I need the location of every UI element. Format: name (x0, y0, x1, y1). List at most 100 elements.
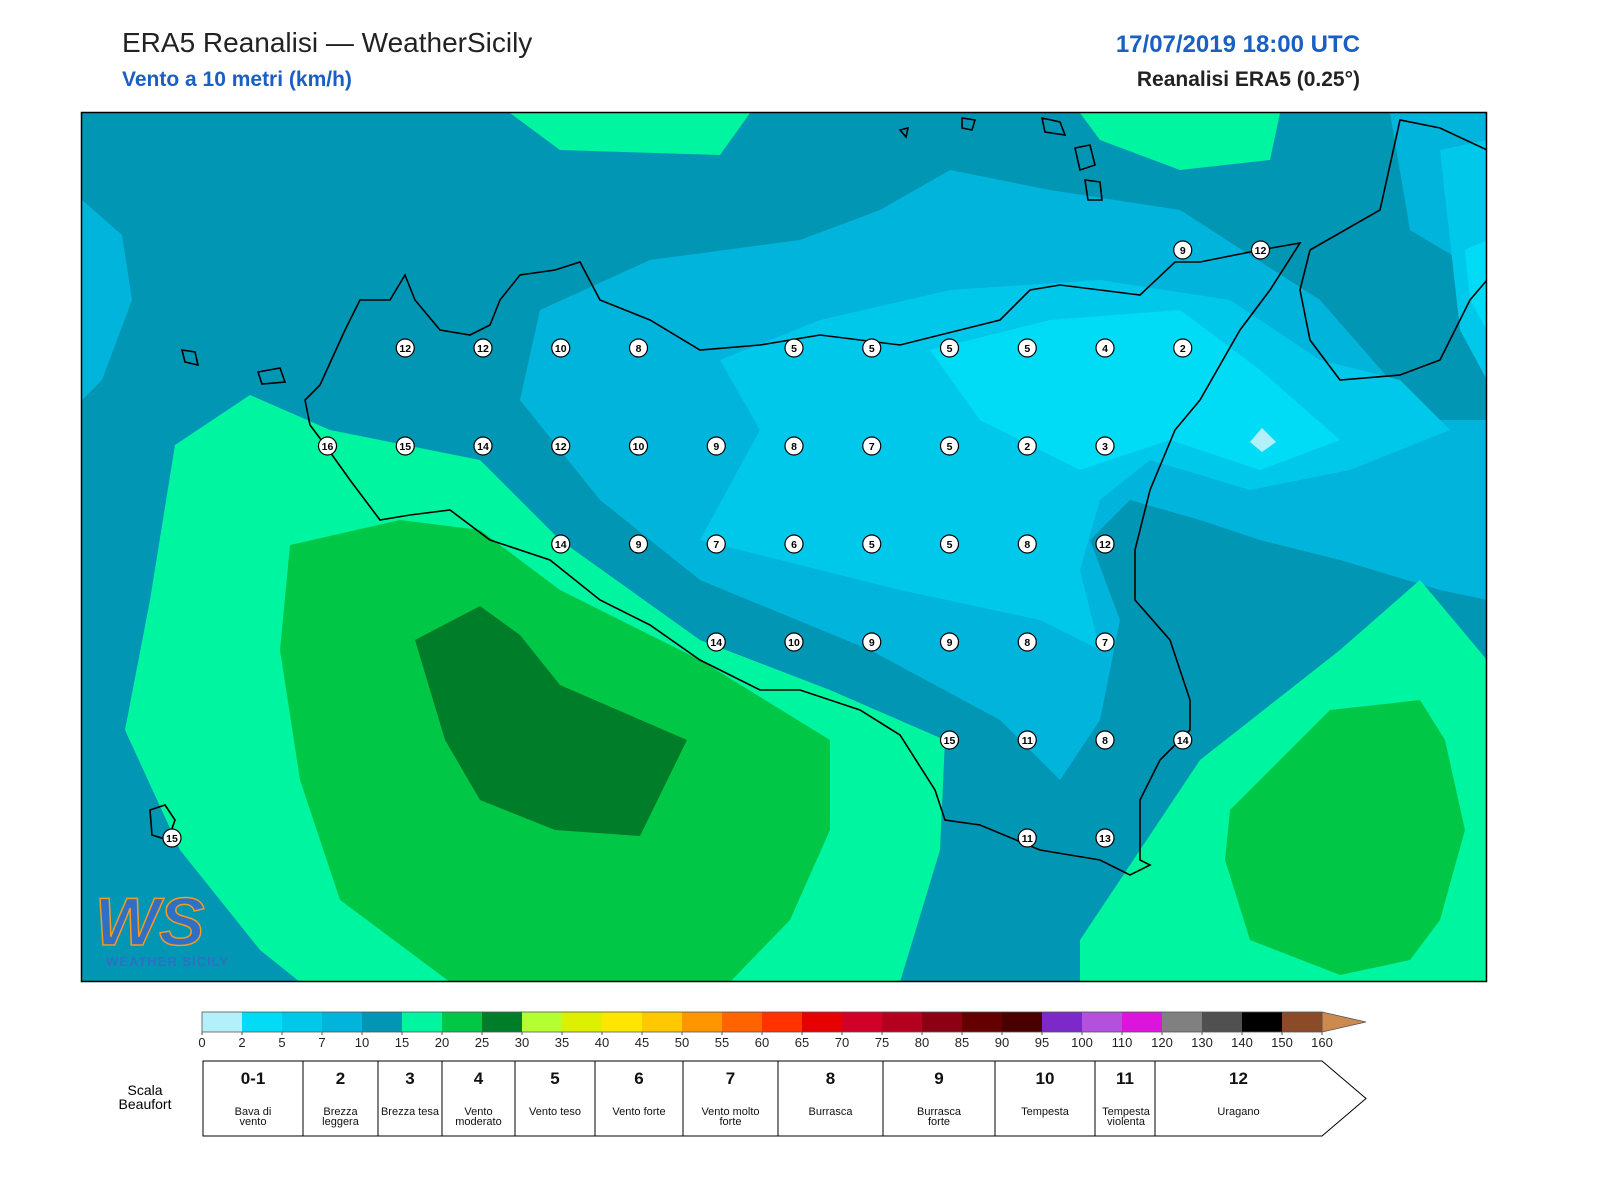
colorbar-segment (202, 1012, 242, 1032)
colorbar-segment (562, 1012, 602, 1032)
wind-value: 14 (710, 637, 722, 649)
wind-value: 7 (713, 539, 719, 551)
wind-value: 2 (1024, 441, 1030, 453)
wind-marker (784, 632, 804, 652)
colorbar-tick-label: 130 (1191, 1035, 1213, 1050)
wind-value: 15 (166, 833, 178, 845)
wind-value: 9 (869, 637, 875, 649)
wind-marker (1173, 338, 1193, 358)
colorbar-tick-label: 120 (1151, 1035, 1173, 1050)
beaufort-description: Uragano (1217, 1106, 1260, 1118)
colorbar-segment (522, 1012, 562, 1032)
wind-marker (1095, 534, 1115, 554)
wind-value: 9 (636, 539, 642, 551)
wind-marker (1095, 730, 1115, 750)
wind-value: 6 (791, 539, 797, 551)
contour (1250, 428, 1276, 452)
beaufort-level: 2 Brezza leggera (303, 1061, 378, 1128)
wind-marker (473, 436, 493, 456)
wind-marker (1095, 632, 1115, 652)
wind-marker (706, 534, 726, 554)
wind-value: 14 (555, 539, 567, 551)
wind-value: 5 (869, 343, 875, 355)
wind-marker (1095, 828, 1115, 848)
wind-value: 16 (322, 441, 334, 453)
wind-marker (1173, 730, 1193, 750)
beaufort-level: 7 Vento molto forte (683, 1061, 778, 1128)
wind-value: 3 (1102, 441, 1108, 453)
wind-marker (862, 338, 882, 358)
colorbar-segment (322, 1012, 362, 1032)
coastline (149, 116, 1486, 876)
wind-marker (1017, 436, 1037, 456)
datetime: 17/07/2019 18:00 UTC (1116, 31, 1360, 58)
wind-value: 11 (1022, 833, 1033, 845)
beaufort-force: 2 (335, 1069, 346, 1088)
wind-marker (1250, 240, 1271, 260)
wind-marker (862, 534, 882, 554)
wind-value: 14 (1177, 735, 1189, 747)
wind-marker (1017, 632, 1037, 652)
beaufort-description: Tempesta (1021, 1106, 1069, 1118)
beaufort-force: 8 (825, 1069, 836, 1088)
colorbar-segment (642, 1012, 682, 1032)
wind-value: 5 (947, 539, 953, 551)
wind-value: 15 (399, 441, 411, 453)
colorbar-segment (402, 1012, 442, 1032)
beaufort-level: 5 Vento teso (515, 1061, 595, 1118)
colorbar-segment (1082, 1012, 1122, 1032)
beaufort-force: 3 (405, 1069, 415, 1088)
beaufort-description: Vento moderato (455, 1106, 502, 1128)
beaufort-level: 11 Tempesta violenta (1095, 1061, 1155, 1128)
colorbar-tick-label: 75 (875, 1035, 889, 1050)
beaufort-force: 7 (725, 1069, 736, 1088)
colorbar-tick-label: 0 (198, 1035, 205, 1050)
beaufort-force: 9 (934, 1069, 944, 1088)
wind-marker (1017, 828, 1037, 848)
title: ERA5 Reanalisi — WeatherSicily (122, 27, 532, 58)
wind-marker (473, 338, 493, 358)
colorbar-segment (482, 1012, 522, 1032)
beaufort-description: Tempesta violenta (1102, 1106, 1150, 1128)
wind-marker (784, 436, 804, 456)
beaufort-force: 11 (1116, 1069, 1134, 1088)
colorbar-tick-label: 50 (675, 1035, 689, 1050)
beaufort-description: Bava di vento (234, 1106, 272, 1128)
beaufort-force: 12 (1229, 1069, 1248, 1088)
wind-marker (551, 534, 571, 554)
colorbar-segment (602, 1012, 642, 1032)
contour (510, 113, 750, 155)
wind-value: 5 (947, 441, 953, 453)
subtitle: Vento a 10 metri (km/h) (122, 68, 352, 91)
beaufort-force: 4 (473, 1069, 484, 1088)
beaufort-level: 12 Uragano (1155, 1061, 1322, 1118)
beaufort-scale (202, 1060, 1367, 1137)
colorbar-tick-label: 80 (915, 1035, 929, 1050)
wind-marker (628, 534, 649, 554)
beaufort-level: 10 Tempesta (995, 1061, 1095, 1118)
wind-value: 8 (1024, 637, 1030, 649)
colorbar-segment (1162, 1012, 1202, 1032)
wind-marker (862, 632, 882, 652)
wind-marker (1017, 534, 1037, 554)
beaufort-description: Vento molto forte (701, 1106, 760, 1128)
beaufort-label: Scala Beaufort (118, 1082, 172, 1112)
colorbar-segment (922, 1012, 962, 1032)
wind-value: 11 (1022, 735, 1033, 747)
beaufort-force: 0-1 (240, 1069, 266, 1088)
colorbar-segment (362, 1012, 402, 1032)
colorbar-segment (1122, 1012, 1162, 1032)
wind-marker (395, 436, 415, 456)
colorbar-tick-label: 15 (395, 1035, 409, 1050)
wind-marker (317, 436, 338, 456)
colorbar-tick-label: 85 (955, 1035, 969, 1050)
sicily (304, 241, 1302, 876)
beaufort-level: 3 Brezza tesa (378, 1061, 442, 1118)
colorbar-tick-label: 35 (555, 1035, 569, 1050)
colorbar-tick-label: 90 (995, 1035, 1009, 1050)
wind-value: 10 (788, 637, 800, 649)
colorbar-segment (722, 1012, 762, 1032)
beaufort-description: Vento forte (612, 1106, 666, 1118)
wind-marker (628, 436, 649, 456)
colorbar-segment (802, 1012, 842, 1032)
